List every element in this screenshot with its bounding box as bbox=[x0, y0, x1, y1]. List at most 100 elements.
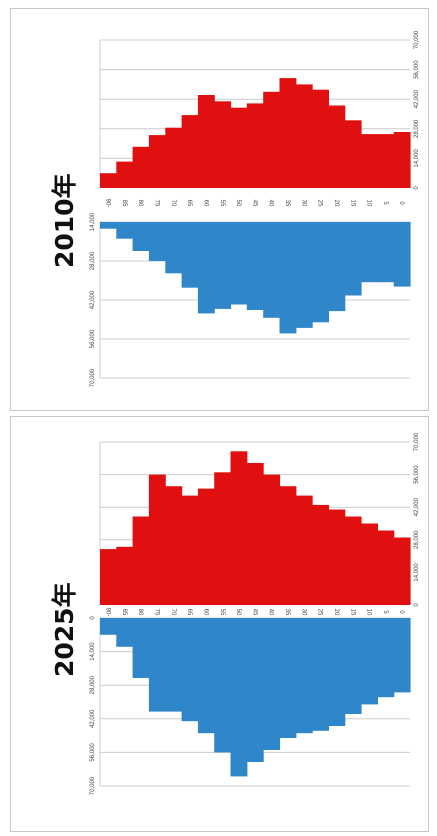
male-bar bbox=[263, 474, 281, 605]
female-bar bbox=[328, 222, 346, 312]
value-tick-label: 28,000 bbox=[90, 675, 96, 694]
male-bar bbox=[230, 451, 248, 605]
female-bar bbox=[197, 222, 215, 314]
male-bar bbox=[246, 463, 264, 605]
female-bar bbox=[181, 222, 199, 288]
male-bar bbox=[246, 103, 264, 188]
value-tick-label: 56,000 bbox=[90, 743, 96, 762]
value-tick-label: 42,000 bbox=[414, 89, 420, 108]
chart-title-2010: 2010年 bbox=[50, 173, 79, 268]
female-bar bbox=[197, 618, 215, 734]
female-bar bbox=[165, 222, 183, 274]
category-tick-label: 40 bbox=[268, 609, 274, 616]
category-tick-label: 10 bbox=[366, 200, 372, 207]
male-bar bbox=[100, 173, 117, 188]
male-bar bbox=[279, 78, 297, 188]
category-tick-label: 30 bbox=[300, 200, 306, 207]
category-tick-label: 40 bbox=[268, 200, 274, 207]
female-bar bbox=[312, 618, 329, 731]
value-tick-label: 14,000 bbox=[414, 563, 420, 582]
male-bar bbox=[344, 516, 362, 605]
female-bar bbox=[116, 222, 134, 239]
value-tick-label: 70,000 bbox=[90, 776, 96, 795]
value-tick-label: 28,000 bbox=[414, 119, 420, 138]
category-tick-label: 25 bbox=[317, 200, 323, 207]
female-bar bbox=[295, 222, 313, 328]
value-tick-label: 0 bbox=[90, 616, 96, 620]
male-bar bbox=[181, 495, 199, 605]
category-tick-label: 75 bbox=[154, 609, 160, 616]
category-tick-label: 65 bbox=[186, 200, 192, 207]
male-bar bbox=[116, 161, 134, 188]
male-bar bbox=[344, 120, 362, 188]
female-bar bbox=[230, 618, 248, 777]
male-bar bbox=[361, 134, 378, 188]
female-bar bbox=[361, 618, 378, 705]
male-bar bbox=[165, 127, 183, 188]
male-bar bbox=[197, 95, 215, 188]
male-bar bbox=[214, 472, 232, 605]
male-bar bbox=[132, 516, 150, 605]
value-tick-label: 42,000 bbox=[90, 709, 96, 728]
male-bar bbox=[214, 101, 232, 188]
male-bar bbox=[361, 523, 378, 605]
category-tick-label: 0 bbox=[398, 201, 404, 205]
female-bar bbox=[263, 222, 281, 318]
category-tick-label: 20 bbox=[333, 609, 339, 616]
category-tick-label: 45 bbox=[251, 609, 257, 616]
female-bar bbox=[246, 618, 264, 762]
chart-title-2025: 2025年 bbox=[50, 582, 79, 677]
female-bar bbox=[393, 222, 411, 287]
category-tick-label: 35 bbox=[284, 200, 290, 207]
category-tick-label: 5 bbox=[382, 610, 388, 614]
female-bar bbox=[148, 222, 166, 261]
male-bar bbox=[279, 486, 297, 605]
category-tick-label: 80 bbox=[137, 609, 143, 616]
value-tick-label: 70,000 bbox=[90, 368, 96, 387]
female-bar bbox=[344, 618, 362, 714]
female-bar bbox=[230, 222, 248, 305]
female-bar bbox=[214, 618, 232, 753]
male-bar bbox=[116, 546, 134, 605]
category-tick-label: 10 bbox=[366, 609, 372, 616]
value-tick-label: 14,000 bbox=[414, 149, 420, 168]
male-bar bbox=[295, 495, 313, 605]
male-bar bbox=[377, 530, 395, 605]
category-tick-label: 85 bbox=[121, 609, 127, 616]
female-bar bbox=[246, 222, 264, 310]
value-tick-label: 28,000 bbox=[90, 251, 96, 270]
female-bar bbox=[279, 618, 297, 738]
value-tick-label: 42,000 bbox=[414, 497, 420, 516]
female-bar bbox=[116, 618, 134, 647]
category-tick-label: 70 bbox=[170, 609, 176, 616]
female-bar bbox=[165, 618, 183, 712]
male-bar bbox=[148, 474, 166, 605]
category-tick-label: 45 bbox=[251, 200, 257, 207]
female-bar bbox=[148, 618, 166, 712]
value-tick-label: 14,000 bbox=[90, 642, 96, 661]
category-tick-label: 70 bbox=[170, 200, 176, 207]
female-bar bbox=[100, 618, 117, 635]
value-tick-label: 56,000 bbox=[90, 329, 96, 348]
value-tick-label: 0 bbox=[414, 186, 420, 190]
category-tick-label: 5 bbox=[382, 201, 388, 205]
male-bar bbox=[377, 134, 395, 188]
value-tick-label: 14,000 bbox=[90, 212, 96, 231]
male-bar bbox=[100, 549, 117, 605]
female-bar bbox=[263, 618, 281, 750]
male-bar bbox=[328, 509, 346, 605]
category-tick-label: 90- bbox=[105, 199, 111, 208]
category-tick-label: 55 bbox=[219, 200, 225, 207]
male-bar bbox=[312, 504, 329, 605]
female-bar bbox=[132, 222, 150, 251]
female-bar bbox=[132, 618, 150, 678]
male-bar bbox=[148, 135, 166, 188]
category-tick-label: 60 bbox=[203, 200, 209, 207]
male-bar bbox=[328, 105, 346, 188]
category-tick-label: 50 bbox=[235, 200, 241, 207]
male-bar bbox=[230, 107, 248, 188]
female-bar bbox=[393, 618, 411, 693]
male-bar bbox=[393, 537, 411, 605]
value-tick-label: 70,000 bbox=[414, 432, 420, 451]
male-bar bbox=[181, 115, 199, 188]
